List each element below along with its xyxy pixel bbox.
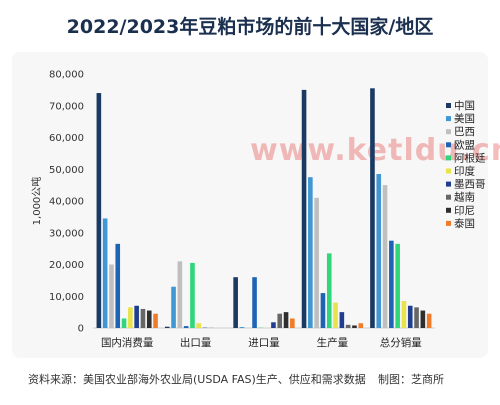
y-tick-label: 50,000: [49, 165, 84, 176]
bar: [196, 323, 201, 328]
bar: [190, 263, 195, 328]
legend-label: 美国: [454, 112, 475, 125]
bar: [333, 303, 338, 328]
bar: [178, 261, 183, 328]
bar: [141, 309, 146, 328]
legend-label: 泰国: [454, 217, 475, 230]
y-axis-label: 1,000公吨: [30, 177, 43, 226]
y-tick-label: 60,000: [49, 133, 84, 144]
legend-label: 印尼: [454, 205, 475, 217]
legend-swatch: [446, 169, 451, 174]
bar: [370, 88, 375, 328]
credit-note: 制图：芝商所: [378, 371, 444, 387]
bar: [153, 314, 158, 328]
bar: [128, 307, 133, 328]
bar: [147, 311, 152, 328]
x-category-label: 出口量: [180, 336, 212, 349]
x-category-label: 进口量: [248, 337, 280, 349]
legend-swatch: [446, 129, 451, 134]
y-tick-label: 30,000: [49, 228, 84, 239]
bar: [383, 185, 388, 328]
legend-swatch: [446, 142, 451, 147]
bar: [327, 253, 332, 328]
legend-swatch: [446, 208, 451, 213]
y-tick-label: 80,000: [49, 70, 84, 81]
x-category-label: 生产量: [317, 336, 349, 349]
bar: [103, 218, 108, 328]
bar: [290, 318, 295, 328]
legend-label: 巴西: [454, 126, 475, 138]
bar: [233, 277, 238, 328]
bar: [184, 326, 189, 328]
y-tick-label: 70,000: [49, 101, 84, 112]
bar: [122, 318, 127, 328]
legend-swatch: [446, 116, 451, 121]
bar: [308, 177, 313, 328]
legend-swatch: [446, 221, 451, 226]
y-tick-label: 40,000: [49, 197, 84, 208]
bar: [115, 244, 120, 328]
bar: [402, 301, 407, 328]
x-category-label: 总分销量: [380, 336, 422, 349]
bar: [271, 322, 276, 328]
legend-label: 中国: [454, 99, 475, 112]
bar: [321, 293, 326, 328]
bar: [427, 314, 432, 328]
legend-label: 阿根廷: [454, 151, 486, 164]
bar: [314, 198, 319, 328]
bar: [302, 90, 307, 328]
bar: [352, 325, 357, 328]
y-tick-label: 20,000: [49, 260, 84, 271]
y-tick-label: 0: [78, 324, 84, 335]
source-note: 资料来源：美国农业部海外农业局(USDA FAS)生产、供应和需求数据: [28, 371, 366, 387]
x-category-label: 国内消费量: [101, 336, 154, 349]
bar: [389, 241, 394, 328]
bar: [284, 312, 289, 328]
bar: [346, 325, 351, 328]
legend-label: 印度: [454, 165, 475, 178]
bar: [165, 327, 170, 328]
bar: [109, 265, 114, 329]
bar: [358, 323, 363, 328]
bar: [395, 244, 400, 328]
bar: [240, 327, 245, 328]
bar: [277, 314, 282, 328]
bar: [376, 174, 381, 328]
bar: [97, 93, 102, 328]
bar: [340, 312, 345, 328]
legend-label: 欧盟: [454, 139, 475, 151]
legend-label: 墨西哥: [454, 179, 486, 191]
bar: [171, 287, 176, 328]
legend-swatch: [446, 182, 451, 187]
bar: [408, 306, 413, 328]
y-tick-label: 10,000: [49, 292, 84, 303]
bar: [421, 311, 426, 328]
bar: [134, 306, 139, 328]
legend-swatch: [446, 103, 451, 108]
bar: [414, 307, 419, 328]
legend-swatch: [446, 195, 451, 200]
legend-swatch: [446, 155, 451, 160]
bar: [252, 277, 257, 328]
legend-label: 越南: [454, 191, 475, 204]
